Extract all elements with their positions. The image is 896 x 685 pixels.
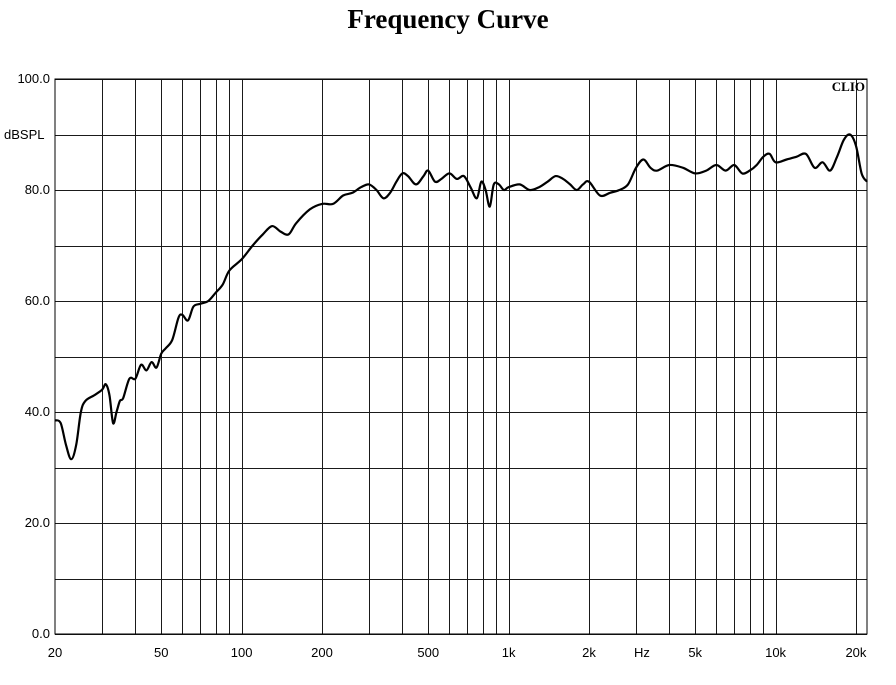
- x-tick-label: 1k: [502, 645, 516, 660]
- x-tick-label: 20: [48, 645, 62, 660]
- x-tick-label: 500: [417, 645, 439, 660]
- plot-frame: [54, 78, 868, 635]
- chart-title: Frequency Curve: [347, 4, 549, 34]
- grid-lines: [55, 79, 867, 635]
- x-tick-label: 2k: [582, 645, 596, 660]
- y-tick-label: 40.0: [25, 404, 50, 419]
- y-tick-label: 20.0: [25, 515, 50, 530]
- y-tick-label: 60.0: [25, 293, 50, 308]
- frequency-response-line: [54, 133, 868, 461]
- x-tick-labels: 20 50 100 200 500 1k 2k 5k 10k 20k: [48, 645, 867, 660]
- x-tick-label: 5k: [688, 645, 702, 660]
- x-tick-label: 20k: [845, 645, 866, 660]
- y-tick-label: 100.0: [17, 71, 50, 86]
- x-tick-label: 50: [154, 645, 168, 660]
- x-tick-label: 10k: [765, 645, 786, 660]
- y-axis-label: dBSPL: [4, 127, 44, 142]
- y-tick-labels: 0.0 20.0 40.0 60.0 80.0 100.0: [17, 71, 50, 641]
- brand-label: CLIO: [832, 79, 865, 94]
- x-axis-unit: Hz: [634, 645, 650, 660]
- x-tick-label: 100: [231, 645, 253, 660]
- series-layer: [54, 133, 868, 461]
- y-tick-label: 0.0: [32, 626, 50, 641]
- x-tick-label: 200: [311, 645, 333, 660]
- y-tick-label: 80.0: [25, 182, 50, 197]
